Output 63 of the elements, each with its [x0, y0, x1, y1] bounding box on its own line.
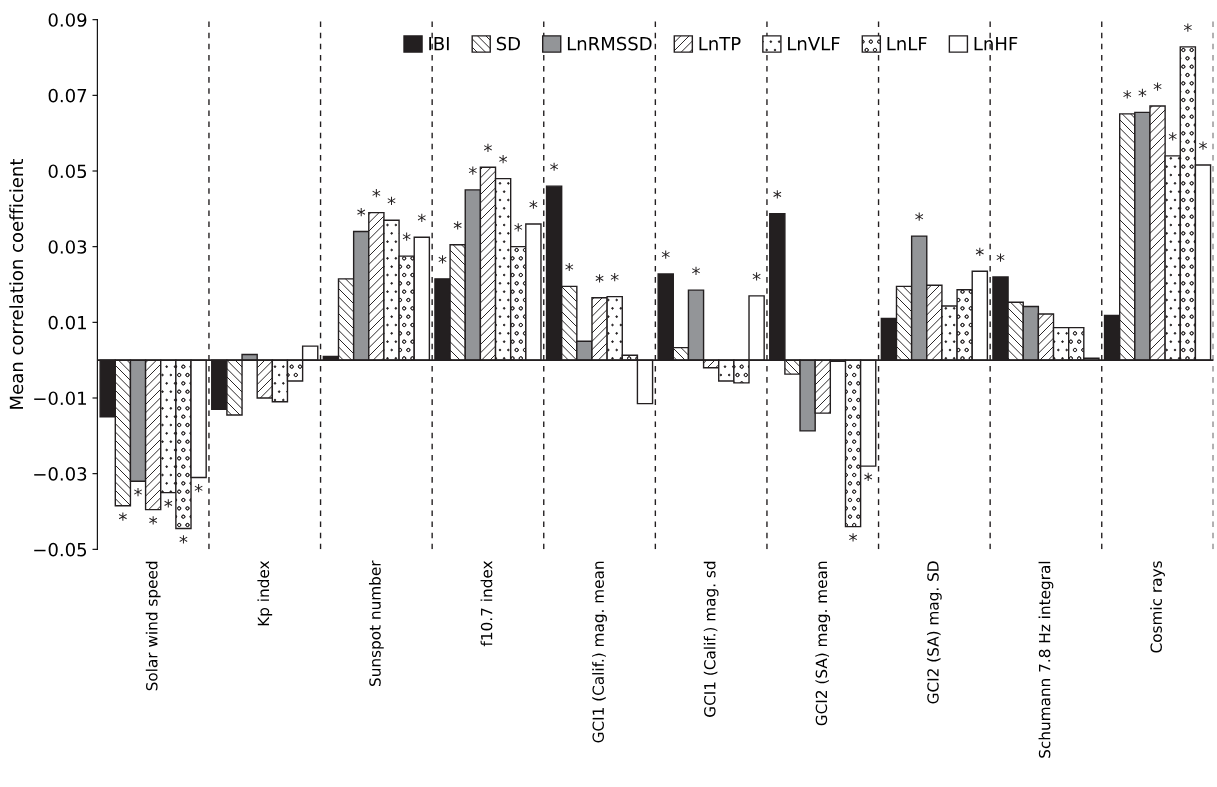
x-tick-label: Solar wind speed: [145, 561, 161, 691]
data-label: *: [134, 487, 142, 497]
data-label: *: [529, 200, 538, 209]
y-tick-label: 0.05: [48, 164, 87, 179]
data-label: *: [1168, 132, 1177, 141]
data-label: *: [692, 266, 700, 275]
data-label: *: [1123, 90, 1132, 99]
data-label: *: [661, 250, 670, 259]
data-label: *: [1153, 82, 1162, 91]
data-label: *: [595, 274, 604, 283]
y-tick-label: 0.01: [48, 315, 86, 330]
x-tick-label: Schumann 7.8 Hz integral: [1038, 561, 1054, 758]
data-label: *: [149, 516, 158, 525]
data-label: *: [565, 262, 574, 272]
data-label: *: [453, 221, 462, 230]
data-label: *: [1138, 88, 1147, 98]
legend-label: LnRMSSD: [567, 36, 652, 51]
data-label: *: [483, 143, 492, 152]
data-label: *: [915, 212, 924, 221]
y-axis-title: Mean correlation coefficient: [9, 158, 24, 409]
data-label: *: [179, 535, 188, 544]
data-label: *: [357, 208, 366, 217]
data-label: *: [514, 223, 523, 232]
y-tick-label: −0.05: [34, 542, 87, 557]
data-label: *: [417, 213, 426, 222]
y-tick-label: 0.07: [48, 88, 87, 103]
data-label: *: [372, 189, 381, 198]
data-label: *: [752, 272, 761, 281]
x-tick-label: GCI1 (Calif.) mag. sd: [703, 561, 719, 717]
data-label: *: [1183, 23, 1192, 32]
y-tick-label: 0.09: [48, 13, 87, 27]
y-tick-label: 0.03: [48, 240, 87, 254]
legend-label: LnVLF: [788, 37, 840, 51]
x-tick-label: Sunspot number: [368, 560, 384, 686]
x-tick-label: Cosmic rays: [1150, 561, 1165, 653]
data-label: *: [849, 533, 858, 542]
data-label: *: [468, 166, 477, 175]
data-label: *: [194, 484, 203, 493]
data-label: *: [402, 232, 411, 241]
data-label: *: [164, 499, 173, 508]
data-label: *: [118, 512, 127, 521]
data-label: *: [499, 155, 508, 164]
x-tick-label: GCI1 (Calif.) mag. mean: [592, 561, 607, 743]
data-label: *: [773, 190, 782, 199]
data-label: *: [610, 273, 619, 282]
data-label: *: [438, 255, 447, 264]
y-tick-label: −0.01: [34, 391, 86, 406]
x-tick-label: GCI2 (SA) mag. SD: [926, 561, 942, 704]
data-label: *: [1199, 141, 1207, 150]
data-label: *: [975, 247, 984, 256]
x-tick-label: GCI2 (SA) mag. mean: [815, 561, 831, 726]
data-label: *: [387, 196, 396, 205]
legend-label: LnLF: [887, 37, 927, 51]
legend-label: SD: [496, 36, 520, 51]
legend-label: LnTP: [699, 37, 741, 51]
data-label: *: [996, 253, 1005, 262]
data-label: *: [550, 162, 559, 171]
legend-label: LnHF: [974, 37, 1018, 51]
data-label: *: [864, 472, 873, 481]
x-tick-label: f10.7 index: [480, 560, 493, 647]
legend-label: IBI: [429, 37, 449, 51]
y-tick-label: −0.03: [34, 467, 87, 481]
x-tick-label: Kp index: [257, 560, 273, 626]
